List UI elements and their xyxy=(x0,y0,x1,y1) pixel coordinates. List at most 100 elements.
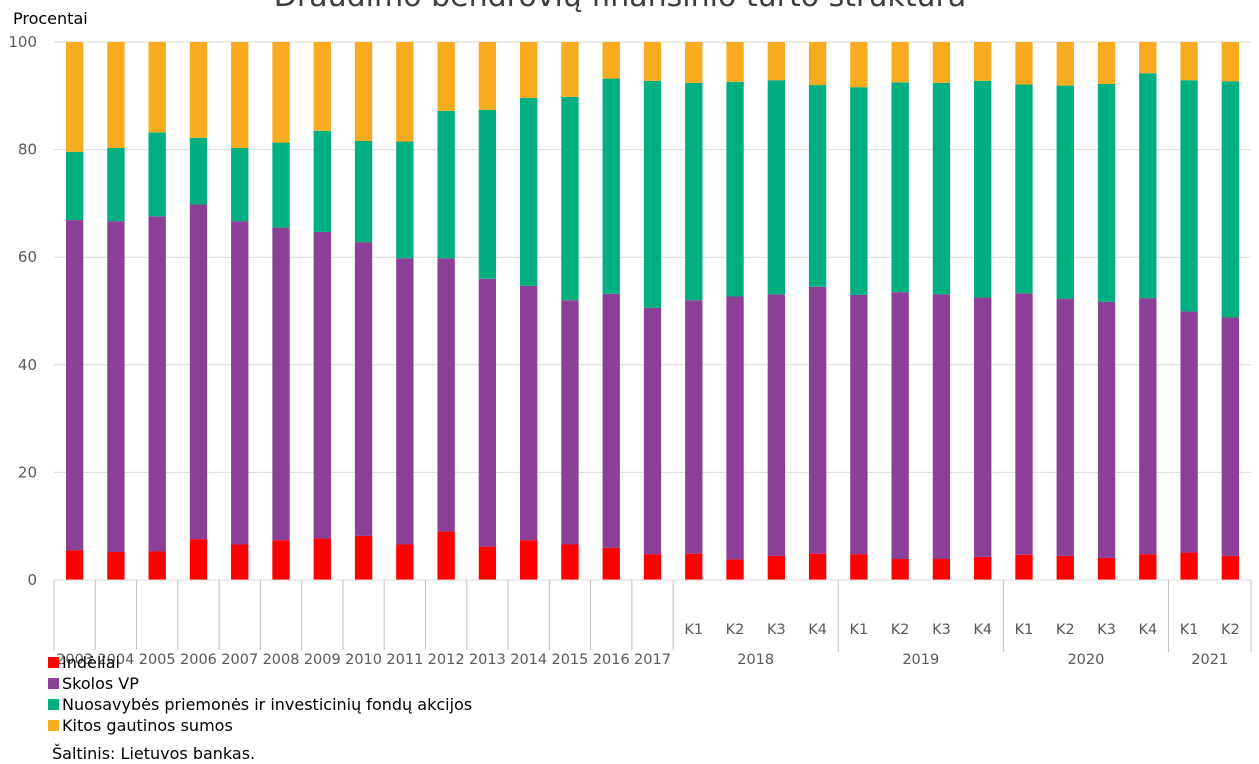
bar-segment xyxy=(65,220,84,551)
legend-swatch xyxy=(48,657,59,668)
bar-segment xyxy=(685,300,703,554)
x-tick-label: 2003 xyxy=(56,652,93,668)
bar-segment xyxy=(767,294,785,556)
x-group-label: 2020 xyxy=(1067,652,1104,668)
x-tick-label: K3 xyxy=(1097,622,1116,638)
bar-segment xyxy=(932,559,951,580)
bar-segment xyxy=(437,258,455,532)
legend-item: Nuosavybės priemonės ir investicinių fon… xyxy=(48,694,472,715)
bars xyxy=(65,42,1240,580)
y-tick-label: 60 xyxy=(18,248,37,266)
bar-segment xyxy=(1056,85,1074,299)
bar-segment xyxy=(354,242,373,536)
bar-segment xyxy=(313,42,331,131)
bar-segment xyxy=(437,42,455,111)
bar-segment xyxy=(850,294,868,555)
x-tick-label: K1 xyxy=(1015,622,1034,638)
bar-segment xyxy=(478,546,497,580)
bar-segment xyxy=(1056,298,1074,556)
bar-segment xyxy=(1015,84,1033,294)
bar-segment xyxy=(1180,311,1198,553)
bar-segment xyxy=(726,559,744,580)
x-tick-label: K2 xyxy=(726,622,745,638)
bar-segment xyxy=(107,147,125,222)
bar-segment xyxy=(396,544,414,580)
x-tick-label: 2014 xyxy=(510,652,547,668)
x-tick-label: K4 xyxy=(808,622,827,638)
bar-segment xyxy=(1139,42,1157,74)
bar-segment xyxy=(685,42,703,83)
bar-segment xyxy=(1180,552,1198,580)
bar-segment xyxy=(65,151,84,221)
bar-segment xyxy=(520,42,538,98)
legend-item: Skolos VP xyxy=(48,673,472,694)
x-tick-label: 2012 xyxy=(428,652,465,668)
bar-segment xyxy=(478,278,497,547)
bar-segment xyxy=(272,42,290,143)
bar-segment xyxy=(685,82,703,301)
bar-segment xyxy=(932,294,951,560)
legend-label: Kitos gautinos sumos xyxy=(62,716,233,735)
bar-segment xyxy=(231,544,249,580)
bar-segment xyxy=(354,42,373,141)
bar-segment xyxy=(850,42,868,88)
source-note: Šaltinis: Lietuvos bankas. xyxy=(52,744,256,763)
bar-segment xyxy=(891,82,909,293)
y-axis-ticks: 0 20 40 60 80 100 xyxy=(8,33,37,589)
bar-segment xyxy=(520,97,538,286)
bar-segment xyxy=(520,540,538,580)
bar-segment xyxy=(808,286,827,554)
bar-segment xyxy=(561,96,579,301)
bar-segment xyxy=(891,42,909,83)
bar-segment xyxy=(891,559,909,580)
bar-segment xyxy=(148,132,166,217)
legend-label: Indėliai xyxy=(62,653,120,672)
bar-segment xyxy=(313,538,331,580)
x-tick-label: 2010 xyxy=(345,652,382,668)
legend-swatch xyxy=(48,678,59,689)
bar-segment xyxy=(148,216,166,552)
legend: Indėliai Skolos VP Nuosavybės priemonės ir… xyxy=(48,652,472,736)
legend-label: Nuosavybės priemonės ir investicinių fon… xyxy=(62,695,473,714)
bar-segment xyxy=(313,231,331,539)
x-tick-label: 2016 xyxy=(593,652,630,668)
bar-segment xyxy=(189,204,208,540)
x-tick-label: K4 xyxy=(973,622,992,638)
x-tick-label: 2007 xyxy=(221,652,258,668)
x-axis: 2003 2004 2005 2006 2007 2008 2009 2010 2011 2012… xyxy=(53,579,1252,668)
y-tick-label: 20 xyxy=(18,463,37,481)
x-tick-label: K3 xyxy=(932,622,951,638)
bar-segment xyxy=(520,285,538,541)
x-tick-label: 2013 xyxy=(469,652,506,668)
bar-segment xyxy=(1056,555,1074,580)
x-tick-label: 2011 xyxy=(386,652,423,668)
x-group-label: 2021 xyxy=(1191,652,1228,668)
legend-swatch xyxy=(48,720,59,731)
bar-segment xyxy=(107,42,125,148)
x-group-label: 2019 xyxy=(902,652,939,668)
bar-segment xyxy=(602,42,620,79)
bar-segment xyxy=(107,552,125,580)
bar-segment xyxy=(974,556,992,580)
legend-swatch xyxy=(48,699,59,710)
legend-item: Indėliai xyxy=(48,652,472,673)
bar-segment xyxy=(1097,83,1116,302)
bar-segment xyxy=(1097,42,1116,84)
bar-segment xyxy=(643,554,662,580)
x-tick-label: K2 xyxy=(1056,622,1075,638)
x-tick-label: K3 xyxy=(767,622,786,638)
bar-segment xyxy=(1221,317,1240,556)
bar-segment xyxy=(1139,73,1157,299)
bar-segment xyxy=(850,87,868,295)
x-tick-label: 2008 xyxy=(263,652,300,668)
x-tick-label: K4 xyxy=(1138,622,1157,638)
legend-label: Skolos VP xyxy=(62,674,139,693)
bar-segment xyxy=(189,539,208,580)
x-tick-label: K2 xyxy=(1221,622,1240,638)
x-tick-label: 2009 xyxy=(304,652,341,668)
bar-segment xyxy=(313,130,331,232)
bar-segment xyxy=(148,551,166,580)
bar-segment xyxy=(974,80,992,298)
bar-segment xyxy=(396,42,414,142)
bar-segment xyxy=(437,110,455,259)
